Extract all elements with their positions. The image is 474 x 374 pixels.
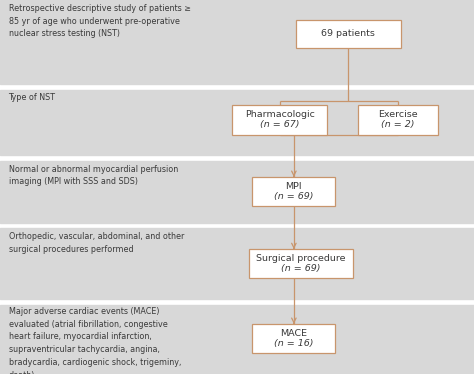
Bar (0, 305, 474, 374)
Text: Major adverse cardiac events (MACE)
evaluated (atrial fibrillation, congestive
h: Major adverse cardiac events (MACE) eval… (9, 307, 181, 374)
Text: Surgical procedure: Surgical procedure (256, 254, 346, 263)
Bar (0, 90, 474, 155)
FancyBboxPatch shape (249, 249, 353, 278)
Bar (0, 228, 474, 299)
Text: (n = 16): (n = 16) (274, 339, 314, 348)
Text: MPI: MPI (285, 182, 302, 191)
Text: (n = 67): (n = 67) (260, 120, 300, 129)
Text: Orthopedic, vascular, abdominal, and other
surgical procedures performed: Orthopedic, vascular, abdominal, and oth… (9, 232, 184, 254)
FancyBboxPatch shape (232, 105, 327, 135)
Text: MACE: MACE (281, 329, 307, 338)
Text: Normal or abnormal myocardial perfusion
imaging (MPI with SSS and SDS): Normal or abnormal myocardial perfusion … (9, 165, 178, 186)
Bar (0, 0, 474, 84)
Text: Pharmacologic: Pharmacologic (245, 110, 315, 119)
Text: Type of NST: Type of NST (9, 94, 55, 102)
Bar (0, 161, 474, 223)
FancyBboxPatch shape (252, 177, 336, 206)
Text: Exercise: Exercise (378, 110, 418, 119)
Text: (n = 69): (n = 69) (274, 192, 314, 201)
FancyBboxPatch shape (358, 105, 438, 135)
Text: (n = 69): (n = 69) (281, 264, 321, 273)
Text: 69 patients: 69 patients (321, 29, 375, 38)
Text: (n = 2): (n = 2) (382, 120, 415, 129)
Text: Retrospective descriptive study of patients ≥
85 yr of age who underwent pre-ope: Retrospective descriptive study of patie… (9, 4, 191, 39)
FancyBboxPatch shape (296, 19, 401, 48)
FancyBboxPatch shape (252, 324, 336, 353)
